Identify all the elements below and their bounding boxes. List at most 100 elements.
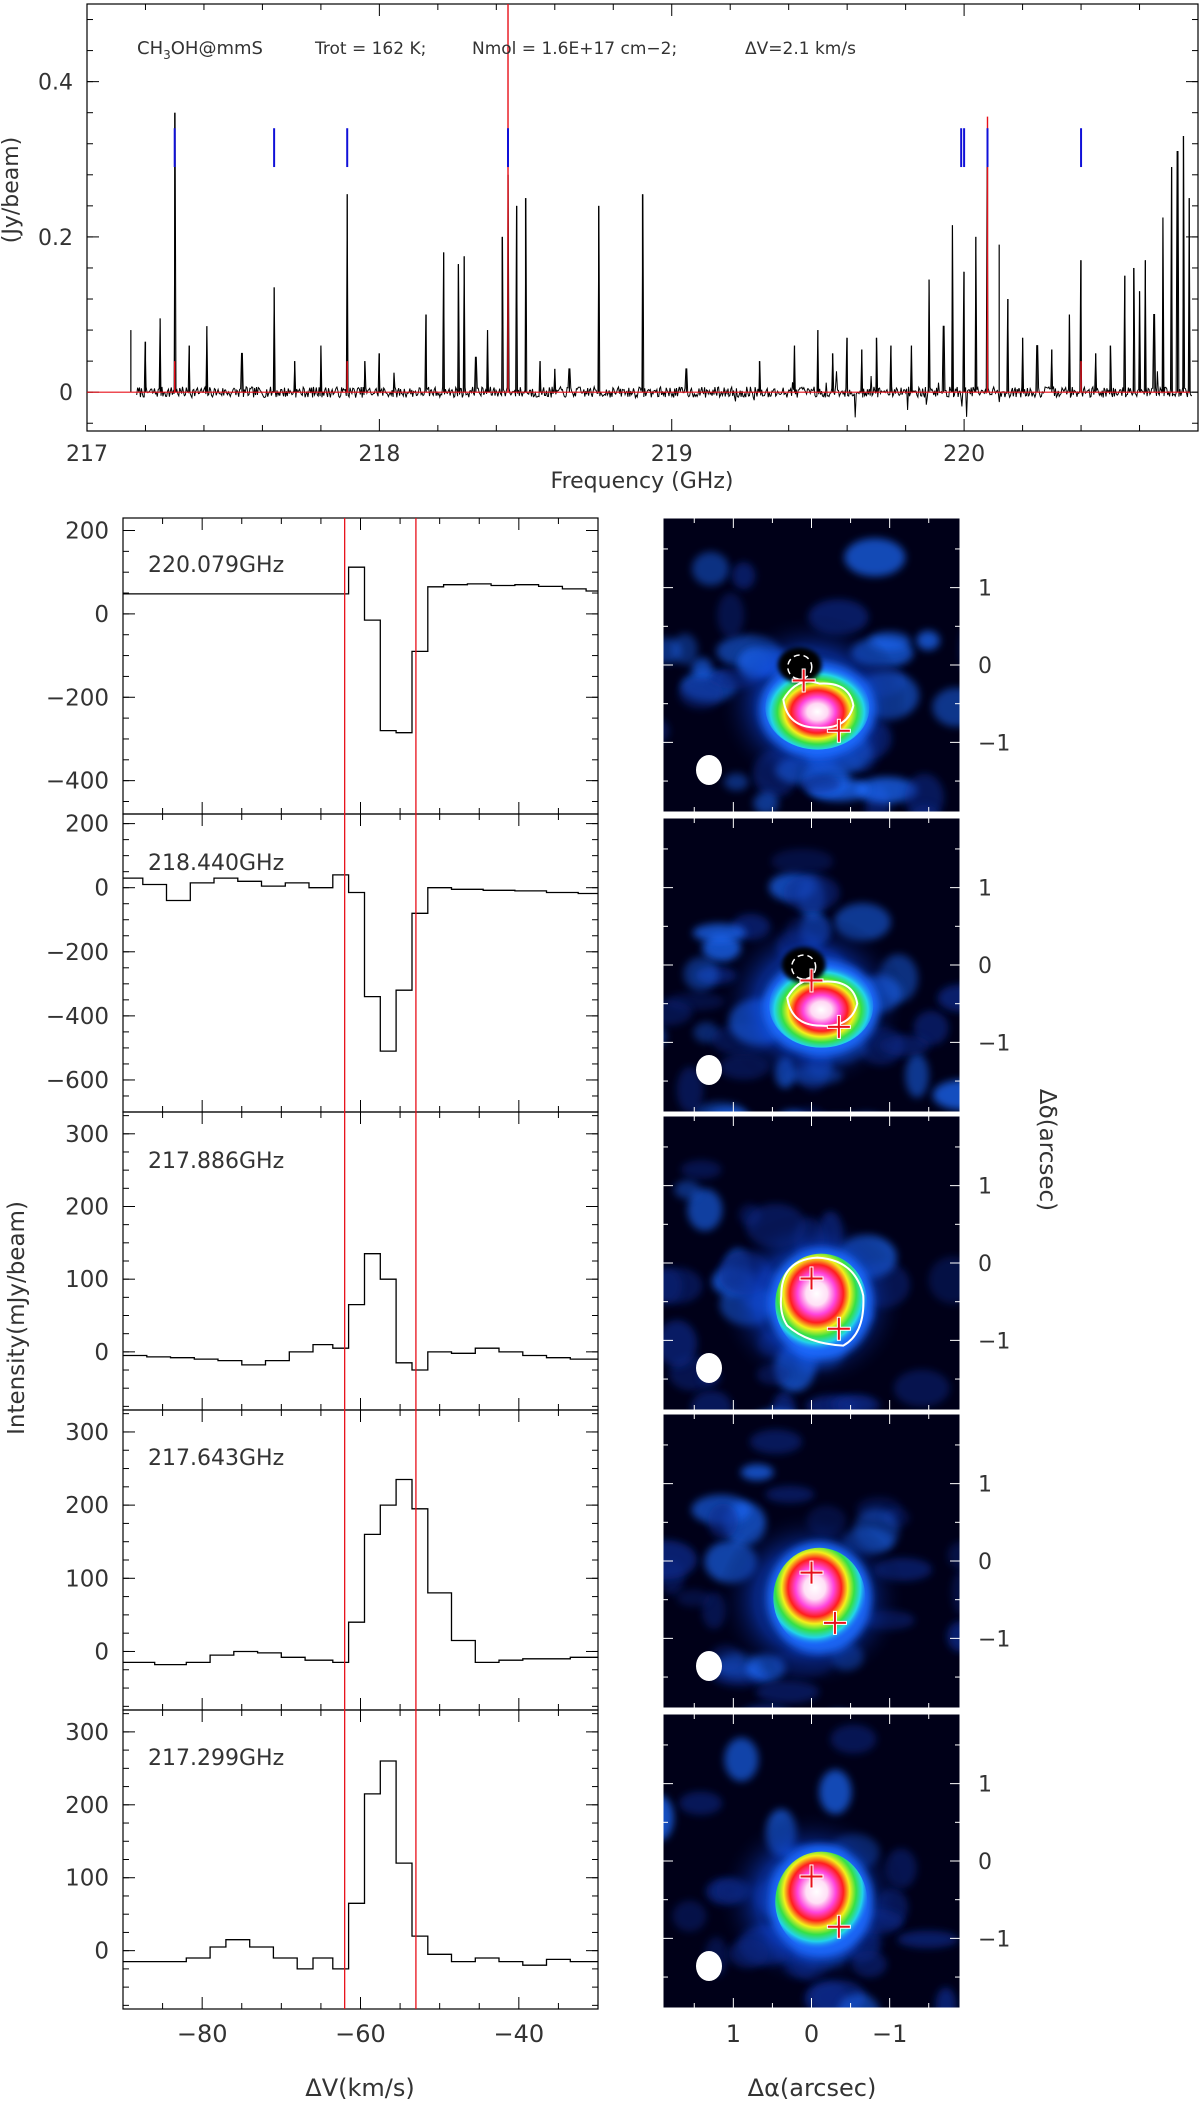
annotation-dv: ΔV=2.1 km/s	[745, 39, 856, 59]
spectrum-histogram	[123, 1478, 598, 1666]
overview-panel: 217 218 219 220 0 0.2 0.4 CH3OH@mmS Trot = 162…	[0, 3, 1199, 494]
spectrum-label: 220.079GHz	[148, 553, 284, 578]
beam-ellipse	[696, 1353, 722, 1383]
map-diffuse-emission	[782, 1109, 800, 1112]
spectrum-histogram	[123, 1760, 598, 1970]
map-diffuse-emission	[711, 1108, 746, 1112]
map-diffuse-emission	[690, 1390, 733, 1410]
map-panel-4: 1 0 −1	[662, 1413, 1010, 1709]
map-diffuse-emission	[691, 657, 713, 679]
map-diffuse-emission	[663, 1029, 667, 1044]
spectrum-histogram	[123, 874, 598, 1052]
map-diffuse-emission	[771, 848, 834, 875]
spectrum-label: 217.886GHz	[148, 1149, 284, 1174]
map-diffuse-emission	[676, 1066, 704, 1112]
map-diffuse-emission	[935, 1987, 957, 2008]
map-blob	[773, 1547, 866, 1648]
map-y-tick-label: −1	[978, 1627, 1010, 1652]
y-tick-label: 0	[94, 876, 109, 902]
y-tick-label: 0.4	[38, 71, 73, 96]
map-diffuse-emission	[819, 1769, 852, 1815]
y-tick-label: 0	[94, 1639, 109, 1665]
y-tick-label: 100	[65, 1267, 109, 1293]
annotation-trot: Trot = 162 K;	[314, 39, 426, 59]
map-diffuse-emission	[708, 1503, 739, 1539]
map-diffuse-emission	[905, 1053, 929, 1098]
map-y-tick-label: −1	[978, 731, 1010, 756]
map-diffuse-emission	[947, 1541, 960, 1570]
map-y-tick-label: 0	[978, 1850, 992, 1875]
annotation-species: CH3OH@mmS	[137, 38, 263, 62]
spectrum-panel-2: 218.440GHz 200 0 −200 −400 −600	[46, 812, 599, 1113]
map-diffuse-emission	[904, 773, 945, 812]
maps-xlabel: Δα(arcsec)	[748, 2074, 877, 2102]
map-diffuse-emission	[749, 1429, 803, 1454]
y-tick-label: 0	[59, 381, 73, 406]
spectrum-histogram	[123, 1253, 598, 1371]
map-diffuse-emission	[731, 562, 756, 590]
map-panel-1: 1 0 −1	[662, 517, 1010, 813]
map-diffuse-emission	[663, 1000, 693, 1026]
beam-ellipse	[696, 755, 722, 785]
map-panel-2: 1 0 −1	[662, 817, 1010, 1113]
map-y-tick-label: 0	[978, 1550, 992, 1575]
y-tick-label: 0	[94, 1340, 109, 1366]
map-diffuse-emission	[967, 1880, 990, 1909]
map-x-tick-label: −1	[872, 2020, 907, 2048]
y-tick-label: 200	[65, 1493, 109, 1519]
map-diffuse-emission	[676, 1589, 711, 1607]
map-y-tick-label: 1	[978, 1473, 992, 1498]
y-tick-label: −400	[46, 1004, 109, 1030]
map-diffuse-emission	[724, 1737, 759, 1782]
y-tick-label: 0	[94, 1939, 109, 1965]
map-diffuse-emission	[724, 773, 749, 791]
map-x-tick-label: 1	[726, 2020, 741, 2048]
map-diffuse-emission	[687, 1188, 723, 1231]
overview-ylabel: (Jy/beam)	[0, 137, 24, 244]
beam-ellipse	[696, 1651, 722, 1681]
map-diffuse-emission	[830, 1724, 877, 1754]
map-y-tick-label: 1	[978, 1773, 992, 1798]
y-tick-label: 0.2	[38, 226, 73, 251]
map-y-tick-label: 1	[978, 1175, 992, 1200]
map-diffuse-emission	[855, 777, 918, 804]
map-diffuse-emission	[672, 1900, 707, 1932]
spectrum-label: 217.299GHz	[148, 1746, 284, 1771]
map-diffuse-emission	[937, 984, 960, 1012]
map-blob	[775, 1851, 868, 1952]
overview-transition-markers	[173, 128, 1083, 168]
y-tick-label: 200	[65, 812, 109, 838]
spectrum-label: 218.440GHz	[148, 851, 284, 876]
map-diffuse-emission	[740, 1464, 774, 1481]
map-diffuse-emission	[765, 1485, 815, 1503]
map-diffuse-emission	[932, 687, 960, 727]
absorption-contour	[790, 954, 817, 980]
map-axes: Δα(arcsec) Δδ(arcsec) 1 0 −1	[726, 1089, 1060, 2102]
y-tick-label: 200	[65, 519, 109, 545]
map-diffuse-emission	[683, 956, 719, 992]
map-diffuse-emission	[717, 592, 745, 638]
map-diffuse-emission	[932, 1079, 960, 1111]
x-tick-label: −40	[494, 2020, 545, 2048]
y-tick-label: 200	[65, 1194, 109, 1220]
map-diffuse-emission	[783, 874, 840, 912]
absorption-contour	[787, 654, 813, 680]
spectrum-panel-1: 220.079GHz 200 0 −200 −400	[46, 517, 599, 815]
map-diffuse-emission	[692, 923, 747, 943]
spectrum-label: 217.643GHz	[148, 1446, 284, 1471]
map-y-tick-label: 0	[978, 654, 992, 679]
map-panel-3: 1 0 −1	[662, 1115, 1010, 1411]
map-diffuse-emission	[794, 1108, 822, 1112]
map-diffuse-emission	[837, 1395, 881, 1410]
map-diffuse-emission	[844, 538, 906, 577]
overview-ticks: 217 218 219 220 0 0.2 0.4	[38, 4, 1199, 467]
y-tick-label: 300	[65, 1720, 109, 1746]
map-diffuse-emission	[838, 1993, 879, 2008]
spectrum-histogram	[123, 566, 598, 734]
overview-xlabel: Frequency (GHz)	[551, 469, 734, 494]
y-tick-label: 0	[94, 602, 109, 628]
map-diffuse-emission	[913, 1010, 949, 1046]
x-tick-label: 217	[66, 442, 108, 467]
